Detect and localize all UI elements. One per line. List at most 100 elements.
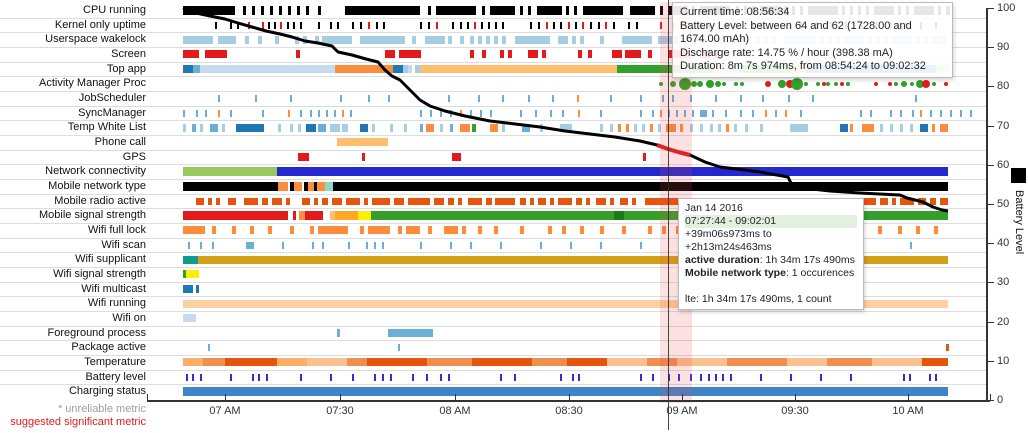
- timeline-segment[interactable]: [862, 197, 876, 205]
- timeline-segment[interactable]: [218, 35, 236, 44]
- timeline-segment[interactable]: [382, 241, 384, 249]
- timeline-segment[interactable]: [916, 226, 920, 235]
- timeline-segment[interactable]: [680, 123, 683, 132]
- timeline-segment[interactable]: [196, 197, 204, 205]
- timeline-segment[interactable]: [236, 123, 264, 132]
- timeline-segment[interactable]: [550, 109, 552, 117]
- timeline-segment[interactable]: [652, 109, 654, 117]
- timeline-segment[interactable]: [935, 373, 937, 381]
- event-dot[interactable]: [822, 81, 826, 86]
- current-time-line[interactable]: [668, 0, 669, 430]
- timeline-segment[interactable]: [600, 123, 603, 132]
- timeline-segment[interactable]: [183, 109, 185, 117]
- timeline-segment[interactable]: [470, 35, 474, 44]
- timeline-segment[interactable]: [607, 358, 647, 367]
- timeline-segment[interactable]: [335, 65, 393, 73]
- timeline-segment[interactable]: [452, 153, 461, 162]
- timeline-segment[interactable]: [472, 123, 476, 132]
- timeline-segment[interactable]: [530, 21, 532, 29]
- timeline-segment[interactable]: [890, 123, 893, 132]
- timeline-segment[interactable]: [467, 21, 469, 29]
- timeline-segment[interactable]: [690, 94, 692, 102]
- timeline-segment[interactable]: [232, 226, 236, 235]
- timeline-segment[interactable]: [304, 181, 308, 191]
- timeline-segment[interactable]: [183, 255, 198, 264]
- timeline-segment[interactable]: [950, 109, 952, 117]
- timeline-segment[interactable]: [482, 5, 485, 15]
- timeline-segment[interactable]: [715, 373, 717, 381]
- timeline-segment[interactable]: [352, 373, 354, 381]
- timeline-segment[interactable]: [765, 109, 767, 117]
- timeline-segment[interactable]: [408, 197, 430, 205]
- timeline-segment[interactable]: [452, 21, 454, 29]
- timeline-segment[interactable]: [274, 21, 276, 29]
- timeline-segment[interactable]: [647, 358, 677, 367]
- timeline-segment[interactable]: [730, 373, 732, 381]
- timeline-segment[interactable]: [610, 94, 612, 102]
- timeline-segment[interactable]: [668, 109, 670, 117]
- timeline-segment[interactable]: [332, 197, 342, 205]
- timeline-segment[interactable]: [636, 21, 638, 29]
- timeline-segment[interactable]: [196, 285, 199, 294]
- timeline-segment[interactable]: [210, 123, 218, 132]
- timeline-segment[interactable]: [535, 109, 537, 117]
- timeline-segment[interactable]: [676, 109, 678, 117]
- timeline-segment[interactable]: [618, 123, 621, 132]
- timeline-segment[interactable]: [340, 94, 342, 102]
- event-dot[interactable]: [659, 81, 663, 86]
- event-dot[interactable]: [715, 80, 721, 87]
- timeline-segment[interactable]: [450, 123, 453, 132]
- timeline-segment[interactable]: [398, 344, 400, 352]
- timeline-segment[interactable]: [427, 358, 472, 367]
- timeline-segment[interactable]: [567, 358, 607, 367]
- timeline-segment[interactable]: [922, 358, 948, 367]
- timeline-segment[interactable]: [428, 226, 432, 235]
- timeline-segment[interactable]: [212, 226, 216, 235]
- timeline-segment[interactable]: [802, 211, 948, 221]
- timeline-segment[interactable]: [528, 5, 531, 15]
- timeline-segment[interactable]: [632, 197, 636, 205]
- event-dot[interactable]: [932, 81, 936, 86]
- timeline-segment[interactable]: [734, 123, 737, 132]
- timeline-segment[interactable]: [726, 123, 729, 132]
- event-dot[interactable]: [691, 80, 697, 87]
- timeline-segment[interactable]: [870, 109, 872, 117]
- timeline-segment[interactable]: [390, 373, 392, 381]
- timeline-segment[interactable]: [520, 109, 522, 117]
- event-dot[interactable]: [888, 81, 892, 86]
- timeline-segment[interactable]: [762, 94, 764, 102]
- timeline-segment[interactable]: [367, 358, 427, 367]
- timeline-segment[interactable]: [900, 109, 902, 117]
- timeline-segment[interactable]: [528, 50, 538, 59]
- timeline-segment[interactable]: [625, 50, 641, 59]
- timeline-segment[interactable]: [371, 211, 614, 221]
- timeline-segment[interactable]: [560, 21, 562, 29]
- timeline-segment[interactable]: [298, 153, 309, 162]
- timeline-segment[interactable]: [812, 94, 814, 102]
- timeline-segment[interactable]: [252, 5, 255, 15]
- timeline-segment[interactable]: [558, 35, 568, 44]
- timeline-segment[interactable]: [586, 197, 590, 205]
- timeline-segment[interactable]: [183, 5, 235, 15]
- event-dot[interactable]: [834, 81, 838, 86]
- timeline-segment[interactable]: [425, 35, 445, 44]
- event-dot[interactable]: [706, 79, 714, 88]
- timeline-segment[interactable]: [440, 373, 442, 381]
- timeline-segment[interactable]: [662, 94, 664, 102]
- timeline-segment[interactable]: [322, 35, 352, 44]
- timeline-segment[interactable]: [318, 123, 326, 132]
- timeline-segment[interactable]: [727, 358, 787, 367]
- timeline-segment[interactable]: [183, 65, 193, 73]
- timeline-segment[interactable]: [930, 197, 936, 205]
- timeline-segment[interactable]: [684, 109, 686, 117]
- timeline-segment[interactable]: [183, 167, 277, 177]
- timeline-segment[interactable]: [715, 94, 717, 102]
- timeline-segment[interactable]: [337, 138, 388, 147]
- timeline-segment[interactable]: [203, 358, 225, 367]
- timeline-segment[interactable]: [270, 5, 273, 15]
- timeline-segment[interactable]: [600, 109, 602, 117]
- timeline-segment[interactable]: [412, 35, 416, 44]
- timeline-segment[interactable]: [448, 197, 454, 205]
- timeline-segment[interactable]: [307, 358, 347, 367]
- timeline-segment[interactable]: [502, 123, 505, 132]
